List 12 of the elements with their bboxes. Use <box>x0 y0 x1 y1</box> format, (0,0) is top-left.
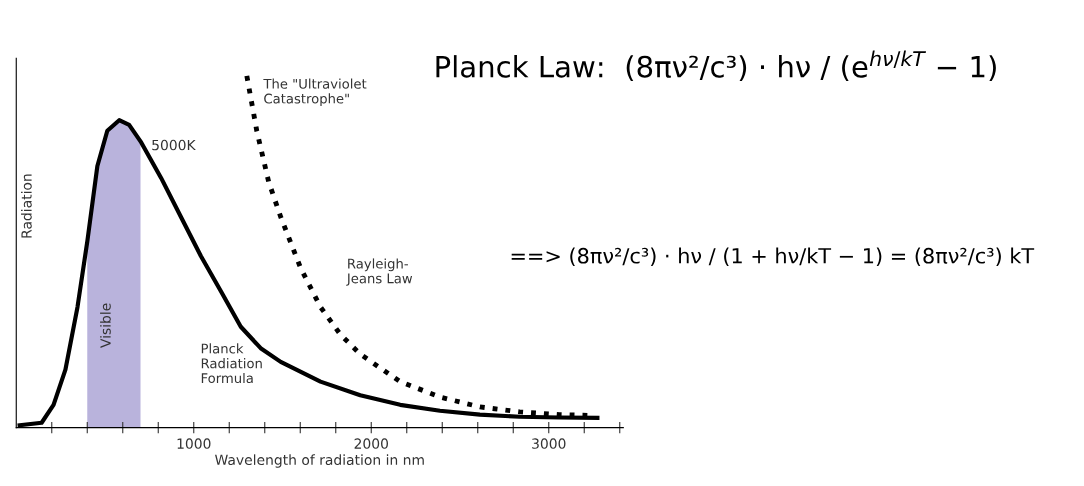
annotation: Planck Radiation Formula <box>201 343 262 384</box>
annotation: ==> (8πν²/c³) · hν / (1 + hν/kT − 1) = (8πν²/c³) kT <box>511 247 1035 267</box>
x-axis-title: Wavelength of radiation in nm <box>215 454 424 468</box>
x-tick-label: 3000 <box>532 438 566 449</box>
x-tick-label: 2000 <box>354 438 388 449</box>
x-tick-label: 1000 <box>177 438 211 449</box>
annotation: The "Ultraviolet Catastrophe" <box>263 78 367 107</box>
annotation: Planck Law: (8πν²/c³) · hν / (e$^{hν/kT}$ − 1) <box>436 50 996 82</box>
y-axis-title: Radiation <box>21 174 32 238</box>
annotation: 5000K <box>152 139 196 151</box>
band-label: Visible <box>100 303 111 348</box>
annotation: Rayleigh- Jeans Law <box>346 258 413 286</box>
